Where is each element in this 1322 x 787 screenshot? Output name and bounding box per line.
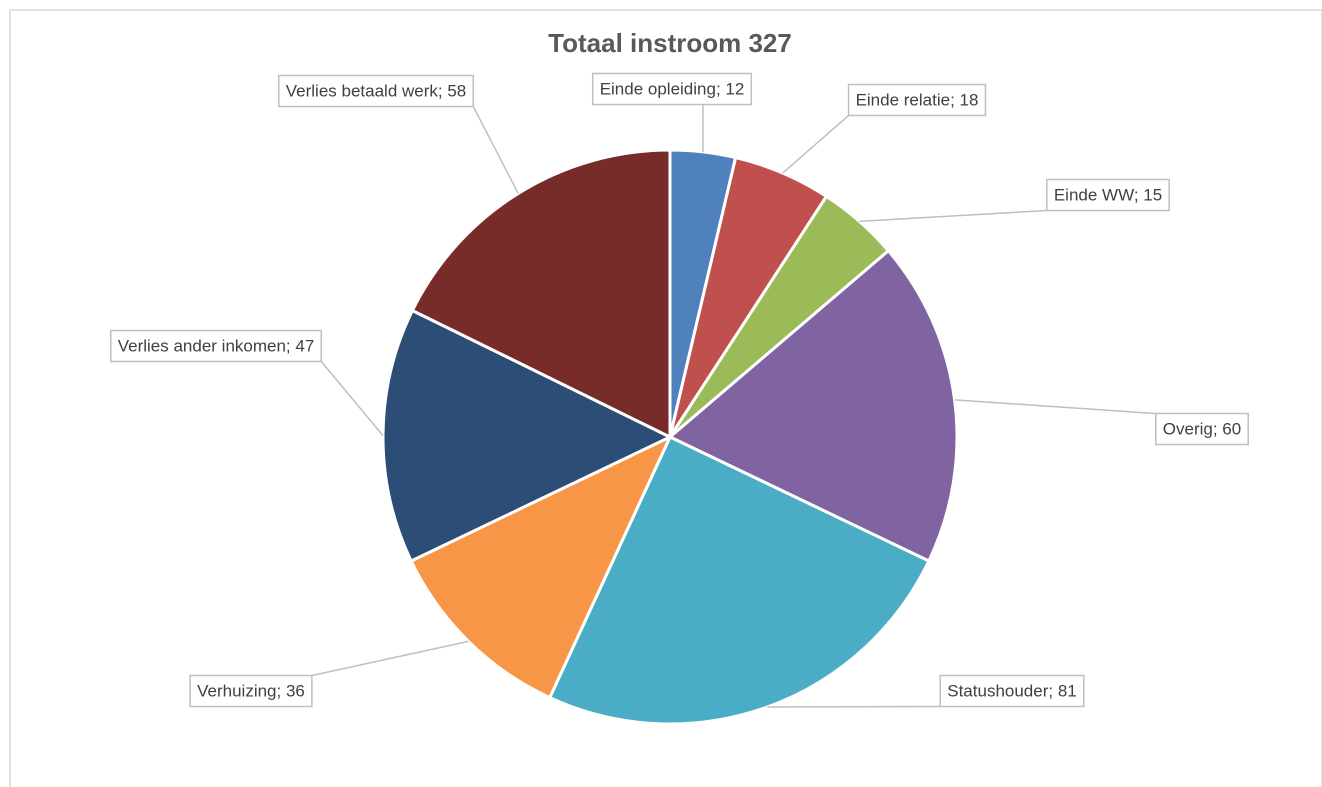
data-label: Statushouder; 81 bbox=[947, 681, 1076, 700]
data-label-box bbox=[189, 674, 313, 708]
data-label: Einde opleiding; 12 bbox=[600, 79, 745, 98]
chart-title: Totaal instroom 327 bbox=[548, 28, 792, 58]
data-label: Einde WW; 15 bbox=[1054, 185, 1162, 204]
data-label-box bbox=[1155, 412, 1249, 446]
leader-line bbox=[859, 209, 1047, 223]
leader-line bbox=[472, 106, 519, 194]
data-label-box bbox=[847, 83, 987, 117]
data-label-box bbox=[591, 72, 753, 106]
data-label-box bbox=[109, 329, 323, 363]
leader-line bbox=[954, 399, 1156, 415]
data-label: Overig; 60 bbox=[1163, 419, 1241, 438]
leader-line bbox=[320, 361, 384, 437]
pie-slice bbox=[410, 148, 672, 440]
data-label-box bbox=[939, 674, 1085, 708]
data-label-box bbox=[278, 74, 474, 108]
leader-line bbox=[767, 705, 941, 708]
data-label: Verlies betaald werk; 58 bbox=[286, 81, 467, 100]
data-label: Einde relatie; 18 bbox=[856, 90, 979, 109]
pie-slice bbox=[381, 308, 674, 563]
data-label: Verhuizing; 36 bbox=[197, 681, 305, 700]
chart-frame bbox=[9, 9, 1322, 787]
leader-line bbox=[782, 114, 850, 174]
data-label-box bbox=[1046, 178, 1170, 212]
leader-line bbox=[311, 640, 469, 677]
data-label: Verlies ander inkomen; 47 bbox=[118, 336, 315, 355]
pie-slice bbox=[409, 433, 674, 700]
